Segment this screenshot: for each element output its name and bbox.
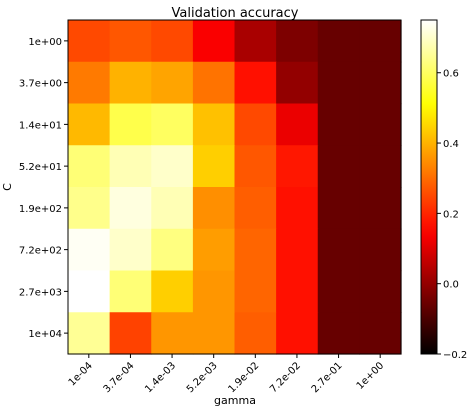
y-tick-label: 3.7e+00: [19, 79, 62, 90]
heatmap-cell: [359, 270, 402, 313]
x-tick-label: 7.2e-02: [268, 360, 303, 395]
plot-frame: [67, 19, 402, 355]
heatmap-cell: [234, 312, 277, 355]
heatmap-cell: [317, 228, 360, 272]
colorbar-tick-label: −0.2: [443, 350, 467, 361]
heatmap-cell: [317, 145, 360, 188]
heatmap-cell: [151, 312, 194, 355]
heatmap-cell: [317, 270, 360, 313]
heatmap-cell: [234, 228, 277, 272]
y-axis-ticks: 1e+00 3.7e+00 1.4e+01 5.2e+01 1.9e+02 7.2e+02…: [19, 37, 68, 340]
heatmap-cell: [109, 228, 152, 272]
heatmap-cell: [192, 145, 236, 188]
heatmap-cell: [68, 145, 111, 188]
y-tick-label: 5.2e+01: [19, 162, 62, 173]
heatmap-cell: [151, 145, 194, 188]
colorbar-tick-label: 0.2: [443, 209, 459, 220]
heatmap-cell: [151, 270, 194, 313]
y-tick-label: 1e+00: [28, 37, 62, 48]
heatmap-cell: [317, 312, 360, 355]
heatmap-cell: [276, 270, 319, 313]
x-tick-label: 5.2e-03: [185, 360, 220, 395]
heatmap-cell: [151, 103, 194, 146]
heatmap-cell: [151, 61, 194, 105]
heatmap-cell: [109, 270, 152, 313]
x-tick-label: 2.7e-01: [310, 360, 345, 395]
heatmap-cell: [234, 20, 277, 63]
heatmap-cell: [276, 228, 319, 272]
heatmap-cell: [359, 103, 402, 146]
heatmap-cell: [234, 187, 277, 230]
heatmap-cell: [276, 20, 319, 63]
heatmap-cell: [317, 187, 360, 230]
heatmap-cell: [192, 270, 236, 313]
heatmap-cell: [192, 103, 236, 146]
heatmap-cell: [234, 270, 277, 313]
heatmap-cell: [151, 187, 194, 230]
heatmap-cell: [359, 20, 402, 63]
heatmap-cell: [192, 61, 236, 105]
x-tick-label: 1.4e-03: [143, 360, 178, 395]
y-tick-label: 7.2e+02: [19, 246, 62, 257]
heatmap-cell: [359, 61, 402, 105]
heatmap-cell: [276, 145, 319, 188]
colorbar-ticks: −0.2 0.0 0.2 0.4 0.6: [437, 69, 467, 361]
heatmap-cell: [68, 187, 111, 230]
colorbar-tick-label: 0.4: [443, 139, 459, 150]
heatmap-cell: [68, 312, 111, 355]
heatmap-cell: [359, 312, 402, 355]
x-axis-label: gamma: [214, 394, 256, 407]
heatmap-cell: [109, 103, 152, 146]
heatmap-cell: [68, 270, 111, 313]
x-tick-label: 1.9e-02: [227, 360, 262, 395]
heatmap-cell: [192, 312, 236, 355]
heatmap-cell: [68, 20, 111, 63]
x-tick-label: 3.7e-04: [102, 360, 137, 395]
heatmap-cell: [68, 228, 111, 272]
heatmap-cell: [192, 228, 236, 272]
heatmap-cell: [192, 20, 236, 63]
heatmap-cell: [276, 312, 319, 355]
heatmap-cell: [109, 312, 152, 355]
heatmap-cells: [68, 20, 402, 355]
heatmap-cell: [317, 103, 360, 146]
x-tick-label: 1e+00: [355, 360, 387, 392]
heatmap-cell: [317, 20, 360, 63]
heatmap-cell: [276, 103, 319, 146]
heatmap-cell: [151, 228, 194, 272]
y-tick-label: 1.4e+01: [19, 120, 62, 131]
heatmap-cell: [68, 103, 111, 146]
heatmap-cell: [109, 145, 152, 188]
heatmap-cell: [151, 20, 194, 63]
heatmap-cell: [276, 61, 319, 105]
heatmap-cell: [234, 103, 277, 146]
x-axis-ticks: 1e-04 3.7e-04 1.4e-03 5.2e-03 1.9e-02 7.2e-02…: [67, 354, 387, 395]
heatmap-cell: [109, 61, 152, 105]
colorbar-tick-label: 0.6: [443, 69, 459, 80]
heatmap-cell: [68, 61, 111, 105]
chart-title: Validation accuracy: [172, 6, 299, 21]
y-tick-label: 1.9e+02: [19, 204, 62, 215]
heatmap-cell: [276, 187, 319, 230]
colorbar-tick-label: 0.0: [443, 280, 459, 291]
heatmap-cell: [234, 61, 277, 105]
heatmap-cell: [192, 187, 236, 230]
y-tick-label: 2.7e+03: [19, 287, 62, 298]
y-axis-label: C: [1, 183, 14, 191]
x-tick-label: 1e-04: [67, 360, 95, 388]
heatmap-cell: [359, 145, 402, 188]
heatmap-cell: [234, 145, 277, 188]
heatmap-cell: [317, 61, 360, 105]
heatmap-cell: [359, 187, 402, 230]
heatmap-cell: [359, 228, 402, 272]
y-tick-label: 1e+04: [28, 329, 62, 340]
colorbar: [420, 19, 438, 355]
heatmap-cell: [109, 187, 152, 230]
heatmap-cell: [109, 20, 152, 63]
